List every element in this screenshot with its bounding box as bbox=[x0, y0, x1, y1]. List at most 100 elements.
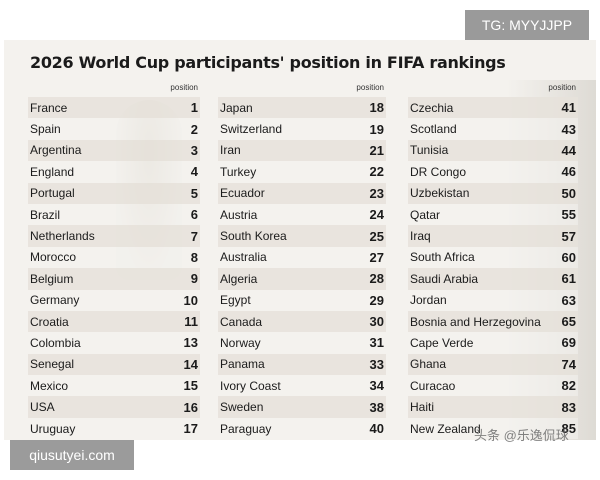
country-name: France bbox=[30, 100, 68, 115]
ranking-row: Ivory Coast 34 bbox=[218, 375, 386, 397]
ranking-row: South Africa 60 bbox=[408, 246, 578, 269]
ranking-position: 25 bbox=[369, 228, 384, 244]
ranking-row: Qatar 55 bbox=[408, 203, 578, 226]
ranking-row: Paraguay 40 bbox=[218, 417, 386, 440]
country-name: South Africa bbox=[410, 250, 475, 265]
ranking-position: 1 bbox=[190, 100, 198, 116]
ranking-row: Turkey 22 bbox=[218, 161, 386, 183]
country-name: Mexico bbox=[30, 378, 69, 393]
ranking-position: 63 bbox=[561, 292, 576, 308]
ranking-row: Saudi Arabia 61 bbox=[408, 268, 578, 290]
country-name: Morocco bbox=[30, 250, 77, 265]
ranking-row: Cape Verde 69 bbox=[408, 332, 578, 354]
country-name: Curacao bbox=[410, 378, 456, 393]
country-name: Ivory Coast bbox=[220, 378, 281, 393]
ranking-position: 55 bbox=[561, 207, 576, 223]
ranking-position: 61 bbox=[561, 271, 576, 287]
ranking-position: 40 bbox=[369, 421, 384, 437]
ranking-position: 74 bbox=[561, 356, 576, 372]
ranking-position: 13 bbox=[183, 335, 198, 351]
ranking-position: 43 bbox=[561, 121, 576, 137]
country-name: Senegal bbox=[30, 357, 75, 372]
page-title: 2026 World Cup participants' position in… bbox=[30, 53, 506, 72]
ranking-column-1: position France 1 Spain 2 Argentina 3 England 4… bbox=[28, 83, 200, 440]
ranking-row: Haiti 83 bbox=[408, 396, 578, 418]
ranking-position: 3 bbox=[190, 142, 198, 158]
telegram-badge: TG: MYYJJPP bbox=[465, 10, 589, 40]
ranking-row: Croatia 11 bbox=[28, 310, 200, 333]
ranking-row: Norway 31 bbox=[218, 332, 386, 354]
country-name: Qatar bbox=[410, 207, 441, 222]
ranking-row: USA 16 bbox=[28, 396, 200, 418]
ranking-row: Sweden 38 bbox=[218, 396, 386, 418]
ranking-position: 17 bbox=[183, 421, 198, 437]
watermark-text: 头条 @乐逸侃球 bbox=[474, 428, 569, 443]
country-name: Norway bbox=[220, 335, 261, 350]
country-name: Iran bbox=[220, 143, 241, 158]
ranking-position: 27 bbox=[369, 249, 384, 265]
country-name: Austria bbox=[220, 207, 258, 222]
country-name: South Korea bbox=[220, 229, 287, 244]
country-name: England bbox=[30, 164, 75, 179]
ranking-row: Iran 21 bbox=[218, 139, 386, 162]
ranking-row: Belgium 9 bbox=[28, 268, 200, 290]
ranking-row: Canada 30 bbox=[218, 310, 386, 333]
ranking-row: Uzbekistan 50 bbox=[408, 182, 578, 204]
country-name: Ecuador bbox=[220, 186, 265, 201]
country-name: Jordan bbox=[410, 293, 447, 308]
ranking-position: 57 bbox=[561, 228, 576, 244]
ranking-position: 24 bbox=[369, 207, 384, 223]
country-name: Croatia bbox=[30, 314, 69, 329]
ranking-position: 9 bbox=[190, 271, 198, 287]
ranking-column-2: position Japan 18 Switzerland 19 Iran 21 Turke… bbox=[218, 83, 386, 440]
ranking-position: 60 bbox=[561, 249, 576, 265]
country-name: Saudi Arabia bbox=[410, 271, 479, 286]
ranking-position: 82 bbox=[561, 378, 576, 394]
ranking-row: DR Congo 46 bbox=[408, 161, 578, 183]
country-name: Bosnia and Herzegovina bbox=[410, 314, 541, 329]
country-name: Iraq bbox=[410, 229, 431, 244]
ranking-row: Ghana 74 bbox=[408, 353, 578, 376]
country-name: Ghana bbox=[410, 357, 447, 372]
ranking-row: Australia 27 bbox=[218, 246, 386, 269]
country-name: Japan bbox=[220, 100, 253, 115]
country-name: Tunisia bbox=[410, 143, 449, 158]
ranking-position: 34 bbox=[369, 378, 384, 394]
ranking-position: 16 bbox=[183, 399, 198, 415]
country-name: Paraguay bbox=[220, 421, 272, 436]
ranking-row: Scotland 43 bbox=[408, 118, 578, 140]
ranking-row: Algeria 28 bbox=[218, 268, 386, 290]
country-name: Haiti bbox=[410, 400, 435, 415]
ranking-row: Iraq 57 bbox=[408, 225, 578, 247]
ranking-position: 6 bbox=[190, 207, 198, 223]
ranking-position: 41 bbox=[561, 100, 576, 116]
country-name: Scotland bbox=[410, 122, 457, 137]
ranking-position: 21 bbox=[369, 142, 384, 158]
ranking-row: England 4 bbox=[28, 161, 200, 183]
ranking-position: 83 bbox=[561, 399, 576, 415]
ranking-row: Senegal 14 bbox=[28, 353, 200, 376]
country-name: Uzbekistan bbox=[410, 186, 470, 201]
country-name: Egypt bbox=[220, 293, 251, 308]
ranking-row: Jordan 63 bbox=[408, 289, 578, 311]
country-name: Uruguay bbox=[30, 421, 76, 436]
ranking-row: Bosnia and Herzegovina 65 bbox=[408, 310, 578, 333]
column-header-position: position bbox=[548, 83, 576, 92]
country-name: USA bbox=[30, 400, 55, 415]
country-name: Belgium bbox=[30, 271, 74, 286]
ranking-row: Mexico 15 bbox=[28, 375, 200, 397]
ranking-row: Spain 2 bbox=[28, 118, 200, 140]
ranking-position: 8 bbox=[190, 249, 198, 265]
ranking-position: 50 bbox=[561, 185, 576, 201]
ranking-position: 31 bbox=[369, 335, 384, 351]
ranking-row: Morocco 8 bbox=[28, 246, 200, 269]
ranking-position: 18 bbox=[369, 100, 384, 116]
ranking-position: 44 bbox=[561, 142, 576, 158]
country-name: New Zealand bbox=[410, 421, 481, 436]
country-name: Algeria bbox=[220, 271, 258, 286]
ranking-row: Curacao 82 bbox=[408, 375, 578, 397]
ranking-row: Uruguay 17 bbox=[28, 417, 200, 440]
ranking-row: Brazil 6 bbox=[28, 203, 200, 226]
ranking-row: New Zealand 85 bbox=[408, 417, 578, 440]
country-name: DR Congo bbox=[410, 164, 467, 179]
